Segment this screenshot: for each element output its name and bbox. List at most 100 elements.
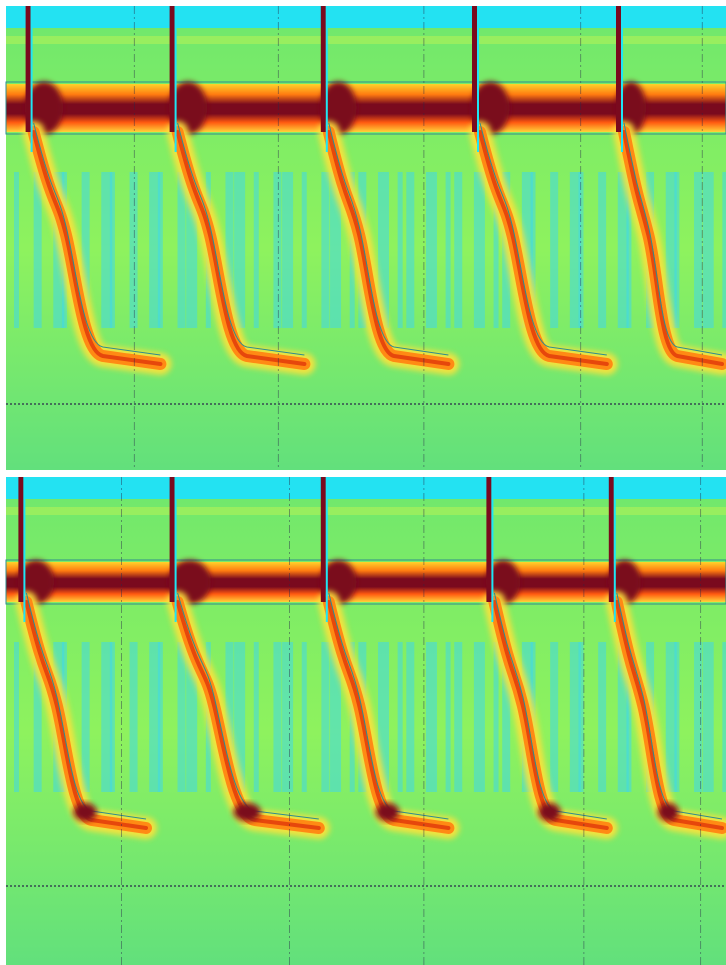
energy-band	[6, 562, 726, 602]
striation	[378, 172, 389, 328]
sweep-contour	[479, 122, 607, 356]
striation	[406, 642, 415, 792]
striation	[321, 642, 330, 792]
striation	[33, 172, 42, 328]
striation	[722, 642, 726, 792]
striation	[101, 172, 113, 328]
striation	[521, 172, 533, 328]
striation	[674, 172, 680, 328]
striation	[550, 642, 559, 792]
striation	[149, 642, 161, 792]
striation	[598, 642, 607, 792]
striation	[665, 172, 677, 328]
onset-spike	[472, 6, 477, 132]
sweep-contour	[328, 122, 449, 356]
striation	[454, 642, 463, 792]
striation	[157, 642, 163, 792]
sweep-ridge	[326, 130, 451, 366]
sweep-contour	[616, 592, 723, 820]
striation	[550, 172, 559, 328]
upper-stripe	[6, 507, 726, 515]
onset-spike	[169, 6, 175, 132]
tail-hotspot	[233, 803, 261, 821]
striation	[702, 642, 714, 792]
striation	[157, 172, 163, 328]
striation	[397, 642, 403, 792]
sweep-contour	[177, 122, 305, 356]
striation	[330, 642, 342, 792]
onset-spike	[486, 477, 492, 602]
striation	[493, 642, 499, 792]
sweep-contour	[328, 592, 449, 820]
striation	[186, 172, 198, 328]
striation	[186, 642, 198, 792]
heatmap-panel-upper	[5, 6, 726, 470]
band-contour	[5, 559, 726, 605]
tail-hotspot	[73, 803, 97, 821]
sweep-contour	[177, 592, 319, 820]
striation	[445, 642, 451, 792]
striation	[253, 172, 259, 328]
striation	[234, 642, 246, 792]
striation	[425, 172, 437, 328]
striation	[14, 642, 19, 792]
striation	[273, 172, 282, 328]
striation	[445, 172, 451, 328]
striation	[569, 642, 581, 792]
striation	[14, 172, 19, 328]
upper-stripe	[6, 36, 726, 44]
sweep-contour	[33, 122, 161, 356]
sweep-ridge	[175, 130, 307, 366]
band-contour	[5, 81, 726, 135]
striation	[234, 172, 246, 328]
onset-spike	[25, 6, 31, 132]
onset-spike	[616, 6, 621, 132]
striation	[177, 172, 186, 328]
striation	[273, 642, 282, 792]
onset-spike	[18, 477, 24, 602]
striation	[301, 642, 307, 792]
striation	[626, 642, 632, 792]
striation	[578, 642, 584, 792]
striation	[694, 172, 703, 328]
striation	[282, 172, 294, 328]
striation	[129, 642, 138, 792]
striation	[149, 172, 161, 328]
striation	[397, 172, 403, 328]
striation	[473, 642, 485, 792]
striation	[502, 642, 511, 792]
striation	[454, 172, 463, 328]
onset-spike	[320, 477, 326, 602]
striation	[177, 642, 186, 792]
tail-hotspot	[658, 803, 679, 821]
striation	[109, 172, 115, 328]
onset-spike	[320, 6, 326, 132]
striation	[33, 642, 42, 792]
panel-gap	[0, 470, 726, 477]
sweep-contour	[493, 592, 607, 820]
sweep-ridge	[478, 130, 609, 366]
striation	[626, 172, 632, 328]
striation	[617, 642, 629, 792]
striation	[330, 172, 342, 328]
striation	[665, 642, 677, 792]
striation	[282, 642, 294, 792]
striation	[702, 172, 714, 328]
striation	[321, 172, 330, 328]
sweep-contour	[623, 122, 723, 356]
striation	[617, 172, 629, 328]
striation	[81, 642, 90, 792]
onset-spike	[608, 477, 614, 602]
energy-band	[6, 84, 726, 132]
striation	[569, 172, 581, 328]
onset-spike	[169, 477, 175, 602]
striation	[129, 172, 138, 328]
striation	[530, 172, 536, 328]
striation	[301, 172, 307, 328]
striation	[109, 642, 115, 792]
striation	[694, 642, 703, 792]
striation	[406, 172, 415, 328]
tail-hotspot	[375, 803, 400, 821]
striation	[425, 642, 437, 792]
